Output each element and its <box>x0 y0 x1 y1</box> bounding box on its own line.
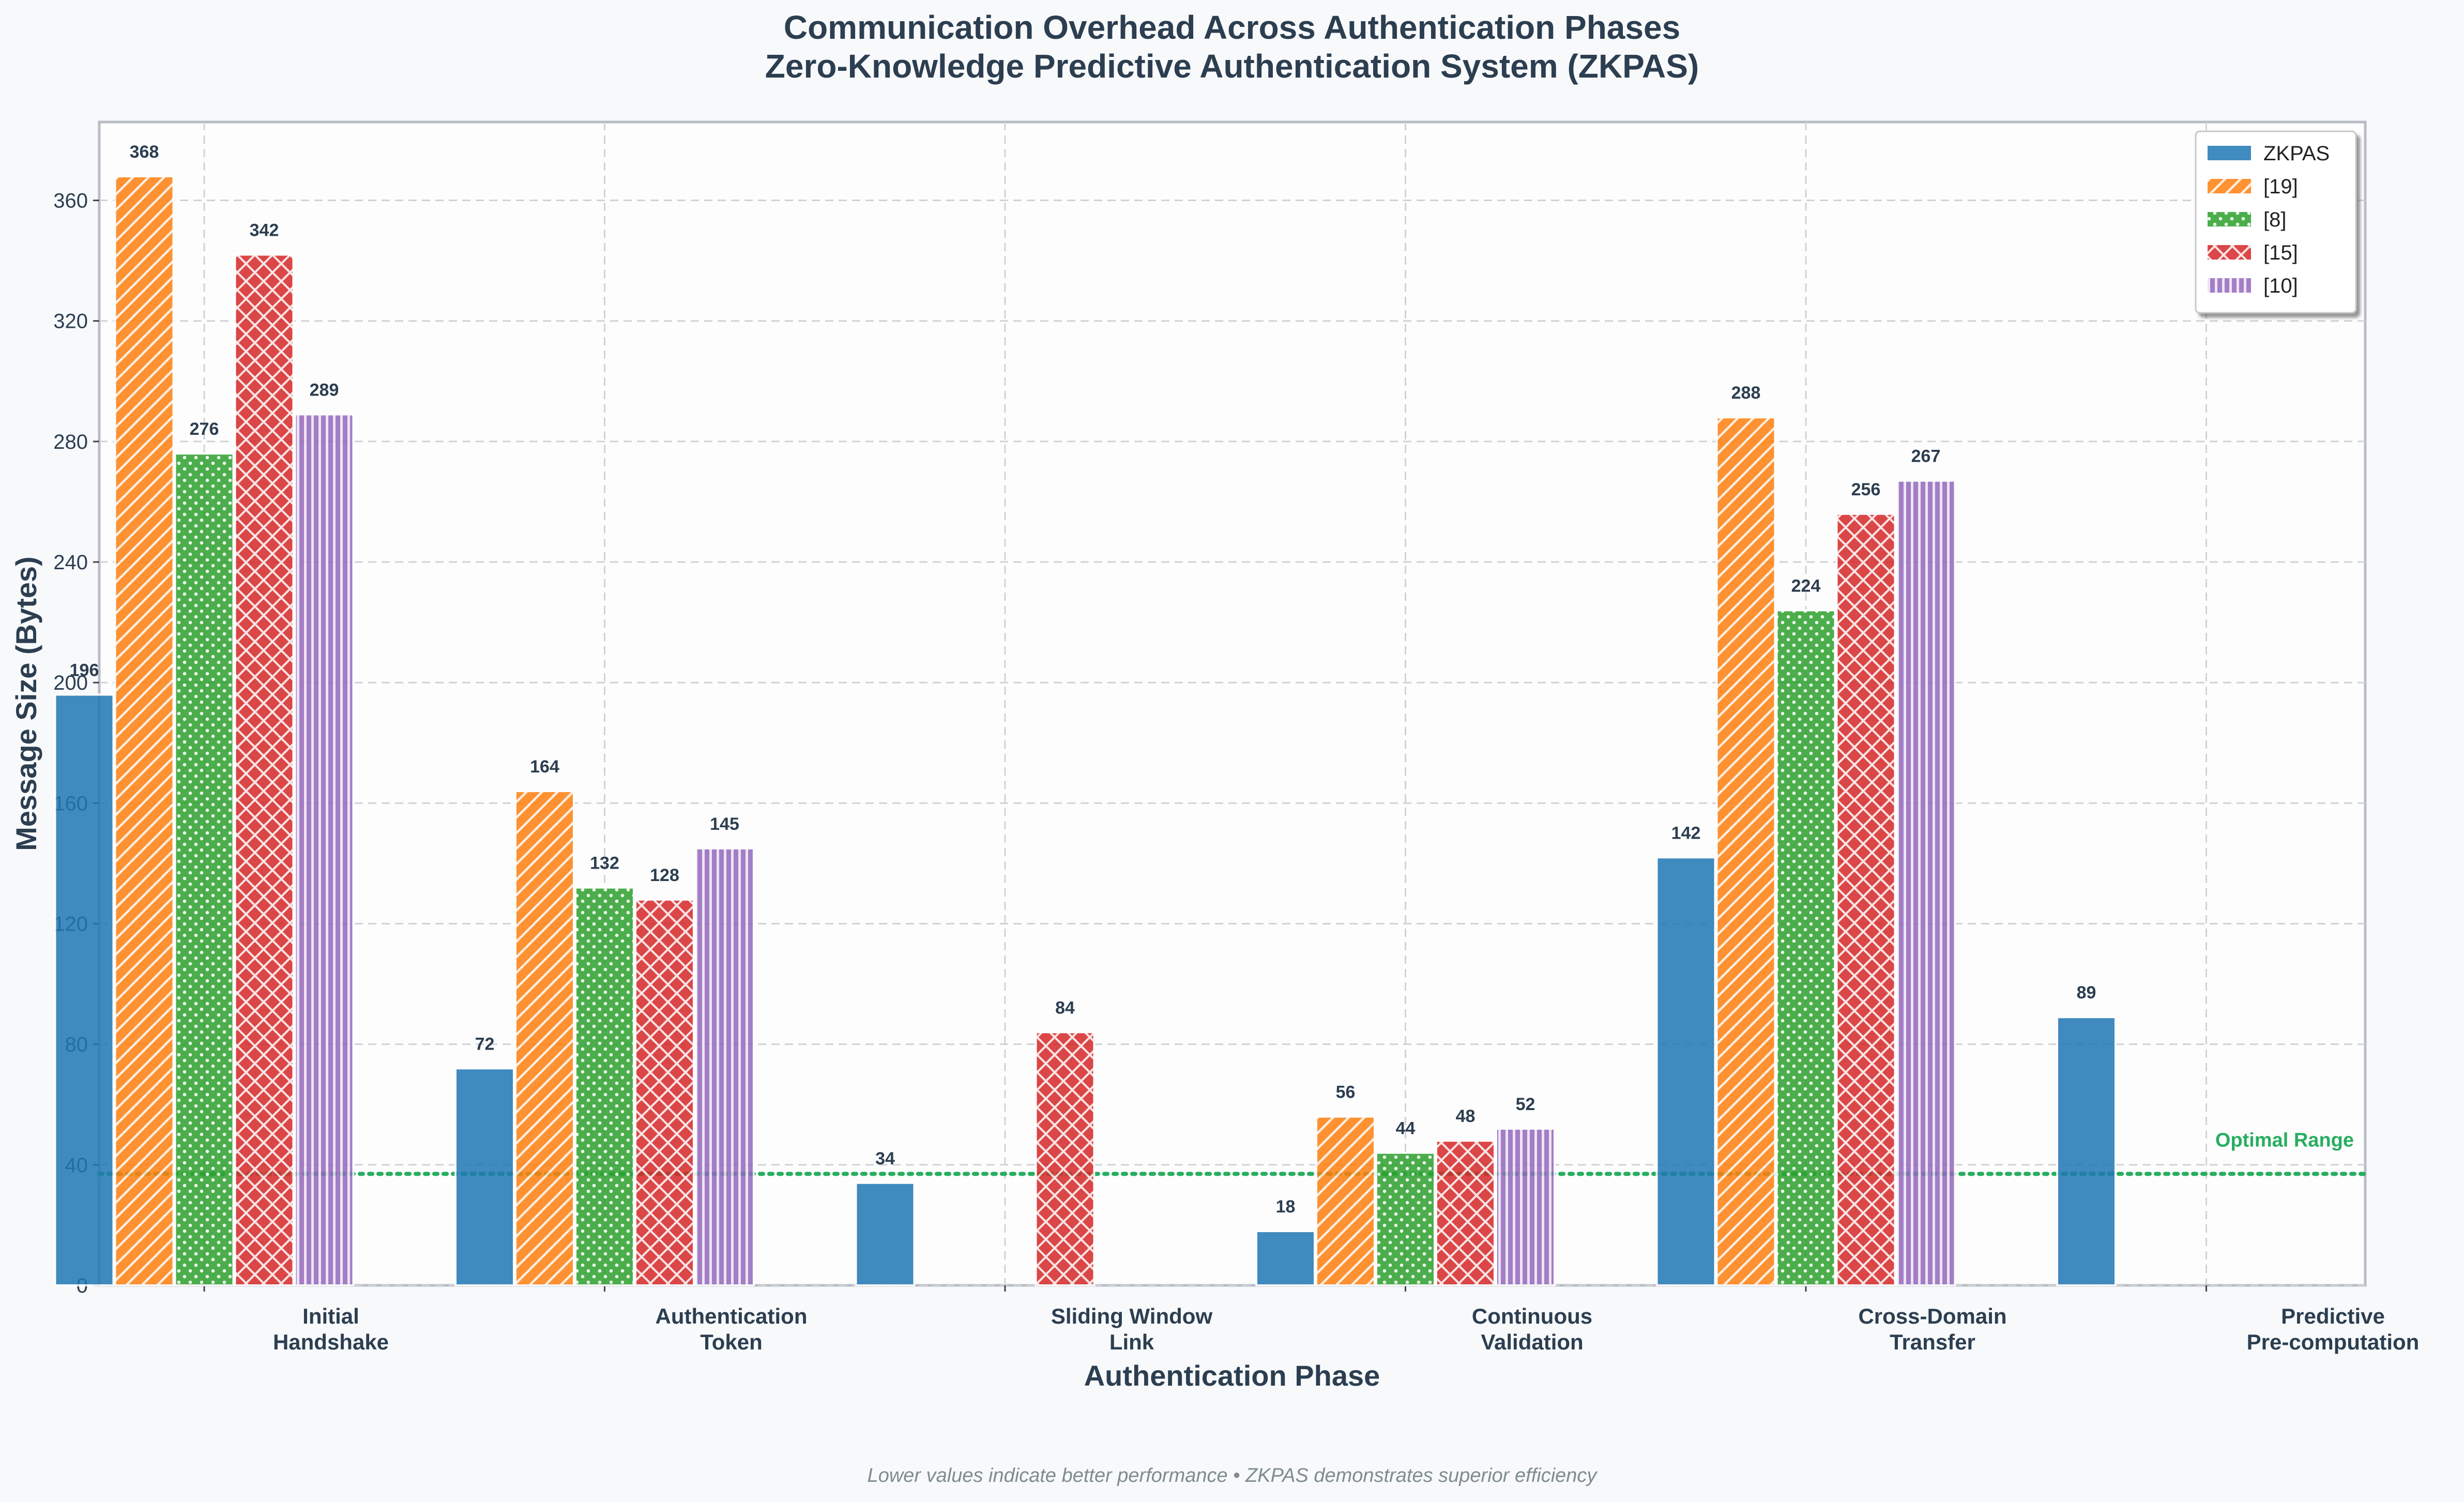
bar-8 <box>574 886 635 1286</box>
bars <box>54 175 2117 1287</box>
bar-15 <box>1835 512 1896 1287</box>
bar-19 <box>1315 1115 1376 1287</box>
data-label: 164 <box>530 757 559 777</box>
data-label: 89 <box>2077 983 2096 1003</box>
data-label: 132 <box>590 854 619 873</box>
legend-item: [15] <box>2208 241 2298 264</box>
y-axis-title: Message Size (Bytes) <box>10 556 42 851</box>
bar-19 <box>514 790 575 1287</box>
data-label: 72 <box>475 1034 495 1054</box>
data-label: 48 <box>1456 1106 1476 1126</box>
data-label: 52 <box>1516 1095 1535 1114</box>
legend-item: [19] <box>2208 175 2298 198</box>
data-label: 84 <box>1055 998 1075 1018</box>
bar-10 <box>294 413 355 1286</box>
data-label: 224 <box>1791 576 1821 596</box>
bar-zkpas <box>1655 856 1716 1286</box>
data-label: 289 <box>310 380 339 400</box>
bar-15 <box>234 253 295 1286</box>
data-label: 368 <box>130 142 159 162</box>
data-label: 142 <box>1671 823 1701 843</box>
chart-subtitle: Zero-Knowledge Predictive Authentication… <box>765 48 1699 85</box>
data-label: 288 <box>1731 383 1761 403</box>
chart-title: Communication Overhead Across Authentica… <box>784 9 1680 46</box>
legend-item: [10] <box>2208 275 2298 297</box>
bar-19 <box>114 175 175 1286</box>
category-label: Predictive Pre-computation <box>2247 1304 2420 1354</box>
category-label: Continuous Validation <box>1472 1304 1592 1354</box>
legend-item: ZKPAS <box>2208 142 2330 165</box>
legend-label: [19] <box>2263 175 2298 198</box>
data-label: 276 <box>190 419 219 439</box>
plot-area <box>98 120 2367 1287</box>
data-label: 44 <box>1396 1119 1416 1139</box>
data-label: 342 <box>250 220 279 240</box>
title-block: Communication Overhead Across Authentica… <box>765 9 1699 85</box>
legend-swatch <box>2208 146 2251 160</box>
bar-zkpas <box>855 1181 916 1286</box>
data-label: 145 <box>710 814 739 834</box>
data-label: 196 <box>70 661 99 680</box>
bar-zkpas <box>454 1067 515 1286</box>
legend-box <box>2195 130 2357 314</box>
data-label: 18 <box>1276 1197 1296 1217</box>
category-label: Sliding Window Link <box>1051 1304 1213 1354</box>
value-labels: 196 72 34 18 142 89 368 164 56 288 276 132 44 224 342 1… <box>70 142 2096 1217</box>
y-tick-label: 240 <box>53 551 88 574</box>
bar-8 <box>1375 1151 1436 1287</box>
bar-zkpas <box>54 693 115 1286</box>
legend-label: [10] <box>2263 275 2298 297</box>
data-label: 56 <box>1336 1083 1356 1102</box>
reference-line-group: Optimal Range <box>97 1129 2367 1176</box>
legend-label: [8] <box>2263 208 2286 231</box>
data-label: 128 <box>650 866 679 885</box>
bar-19 <box>1715 416 1776 1286</box>
category-label: Authentication Token <box>656 1304 808 1354</box>
legend: ZKPAS [19] [8] [15] [10] <box>2195 130 2357 314</box>
bar-8 <box>174 452 235 1287</box>
data-label: 267 <box>1911 447 1941 466</box>
y-tick-label: 280 <box>53 431 88 453</box>
footnote: Lower values indicate better performance… <box>868 1465 1598 1486</box>
category-label: Initial Handshake <box>273 1304 389 1354</box>
bar-10 <box>1495 1127 1556 1286</box>
y-tick-label: 200 <box>53 672 88 694</box>
legend-item: [8] <box>2208 208 2286 231</box>
y-tick-label: 320 <box>53 310 88 333</box>
data-label: 34 <box>875 1149 895 1169</box>
bar-8 <box>1775 609 1836 1286</box>
legend-label: ZKPAS <box>2263 142 2330 165</box>
bar-zkpas <box>1255 1230 1316 1286</box>
x-axis-title: Authentication Phase <box>1084 1359 1380 1392</box>
bar-15 <box>1035 1031 1096 1286</box>
category-label: Cross-Domain Transfer <box>1858 1304 2006 1354</box>
reference-line-label: Optimal Range <box>2215 1129 2354 1151</box>
bar-15 <box>634 898 695 1286</box>
legend-label: [15] <box>2263 241 2298 264</box>
bar-zkpas <box>2056 1016 2117 1287</box>
bar-10 <box>694 847 755 1286</box>
data-label: 256 <box>1851 480 1881 499</box>
x-axis-categories: Initial Handshake Authentication Token Slidi… <box>273 1304 2419 1354</box>
bar-15 <box>1435 1140 1496 1287</box>
bar-10 <box>1895 479 1956 1286</box>
y-tick-label: 360 <box>53 190 88 213</box>
